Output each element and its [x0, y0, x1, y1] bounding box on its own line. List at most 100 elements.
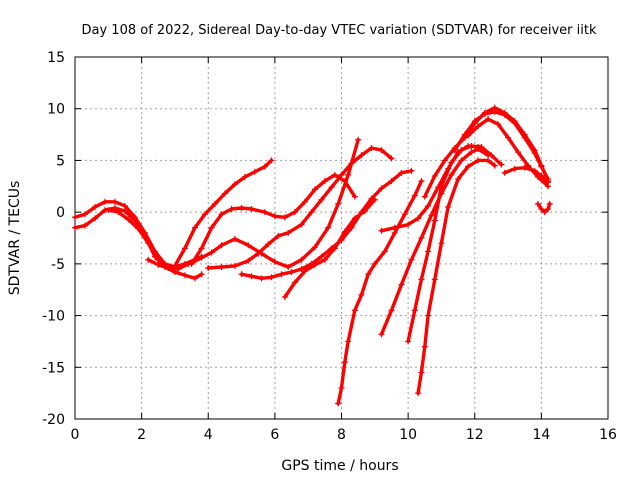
data-point-marker [391, 229, 398, 236]
series-arc-4 [145, 136, 362, 271]
data-point-marker [265, 241, 272, 248]
data-point-marker [261, 163, 268, 170]
data-point-marker [298, 266, 305, 273]
series-line [239, 169, 414, 280]
data-point-marker [388, 178, 395, 185]
data-point-marker [418, 235, 425, 241]
data-point-marker [541, 209, 548, 216]
data-point-marker [515, 149, 522, 156]
data-point-marker [338, 171, 345, 178]
data-point-marker [231, 181, 238, 188]
data-point-marker [191, 275, 198, 282]
data-point-marker [91, 203, 98, 210]
series-line [146, 137, 360, 270]
data-point-marker [198, 254, 205, 261]
data-point-marker [181, 272, 188, 279]
data-point-marker [331, 171, 338, 178]
data-point-marker [438, 240, 445, 247]
x-tick-label: 0 [71, 427, 80, 443]
y-tick-label: 10 [47, 102, 65, 118]
data-point-marker [205, 264, 212, 271]
data-point-marker [145, 240, 152, 247]
x-tick-label: 8 [337, 427, 346, 443]
data-point-marker [245, 257, 252, 264]
series-arc-5 [171, 157, 275, 269]
data-point-marker [255, 250, 262, 257]
data-point-marker [301, 198, 308, 205]
data-point-marker [371, 196, 378, 203]
data-point-marker [475, 123, 482, 130]
data-point-marker [378, 185, 385, 192]
data-point-marker [468, 149, 475, 156]
data-point-marker [418, 276, 425, 283]
data-point-marker [131, 217, 138, 224]
data-point-marker [145, 256, 152, 263]
data-point-marker [318, 253, 325, 260]
data-point-marker [238, 271, 245, 278]
y-tick-label: -10 [42, 309, 65, 325]
data-point-marker [545, 179, 552, 186]
series-arc-13 [405, 142, 505, 345]
data-point-marker [418, 369, 425, 376]
data-point-marker [341, 359, 348, 366]
data-point-marker [491, 108, 498, 115]
data-point-marker [441, 157, 448, 164]
data-point-marker [278, 271, 285, 278]
data-point-marker [398, 169, 405, 176]
data-point-marker [545, 206, 552, 213]
data-point-marker [458, 147, 465, 154]
data-point-marker [155, 256, 162, 263]
data-point-marker [431, 276, 438, 283]
data-point-marker [101, 198, 108, 205]
data-point-marker [341, 228, 348, 235]
data-point-marker [408, 167, 415, 174]
data-point-marker [285, 263, 292, 270]
axis-ticks: 0 2 4 6 8 10 12 14 16 -20 -15 -10 -5 0 5 10 15 [42, 50, 617, 443]
series-arc-6 [188, 171, 358, 267]
data-point-marker [378, 227, 385, 234]
data-point-marker [405, 221, 412, 228]
data-point-marker [361, 208, 368, 215]
data-point-marker [465, 132, 472, 139]
data-point-marker [481, 110, 488, 117]
series-arc-10 [335, 178, 425, 407]
series-arc-1 [72, 198, 205, 270]
data-point-marker [538, 172, 545, 179]
data-point-marker [465, 163, 472, 170]
data-point-marker [358, 152, 365, 159]
data-point-marker [491, 162, 498, 169]
data-point-marker [281, 214, 288, 221]
data-point-marker [415, 215, 422, 222]
data-point-marker [345, 171, 352, 178]
data-point-marker [335, 200, 342, 207]
data-point-marker [418, 178, 425, 185]
data-point-marker [531, 167, 538, 174]
data-point-marker [368, 145, 375, 152]
data-point-marker [501, 169, 508, 176]
data-point-marker [298, 256, 305, 263]
data-point-marker [471, 118, 478, 125]
series-arc-19 [535, 200, 553, 216]
data-point-marker [248, 273, 255, 280]
x-tick-label: 4 [204, 427, 213, 443]
data-point-marker [291, 209, 298, 216]
data-point-marker [511, 165, 518, 172]
data-point-marker [221, 190, 228, 197]
data-point-marker [501, 111, 508, 118]
x-tick-label: 2 [137, 427, 146, 443]
data-point-marker [241, 173, 248, 180]
data-point-marker [111, 198, 118, 205]
data-point-marker [271, 258, 278, 265]
data-point-marker [391, 224, 398, 231]
data-point-marker [425, 312, 432, 319]
x-tick-label: 14 [532, 427, 550, 443]
data-point-marker [538, 163, 545, 170]
data-point-marker [388, 307, 395, 314]
data-point-marker [421, 343, 428, 350]
data-point-marker [425, 248, 432, 255]
data-point-marker [72, 214, 78, 221]
series-arc-14 [415, 157, 498, 397]
y-tick-label: 15 [47, 50, 65, 66]
data-point-marker [428, 212, 435, 219]
data-point-marker [521, 134, 528, 141]
